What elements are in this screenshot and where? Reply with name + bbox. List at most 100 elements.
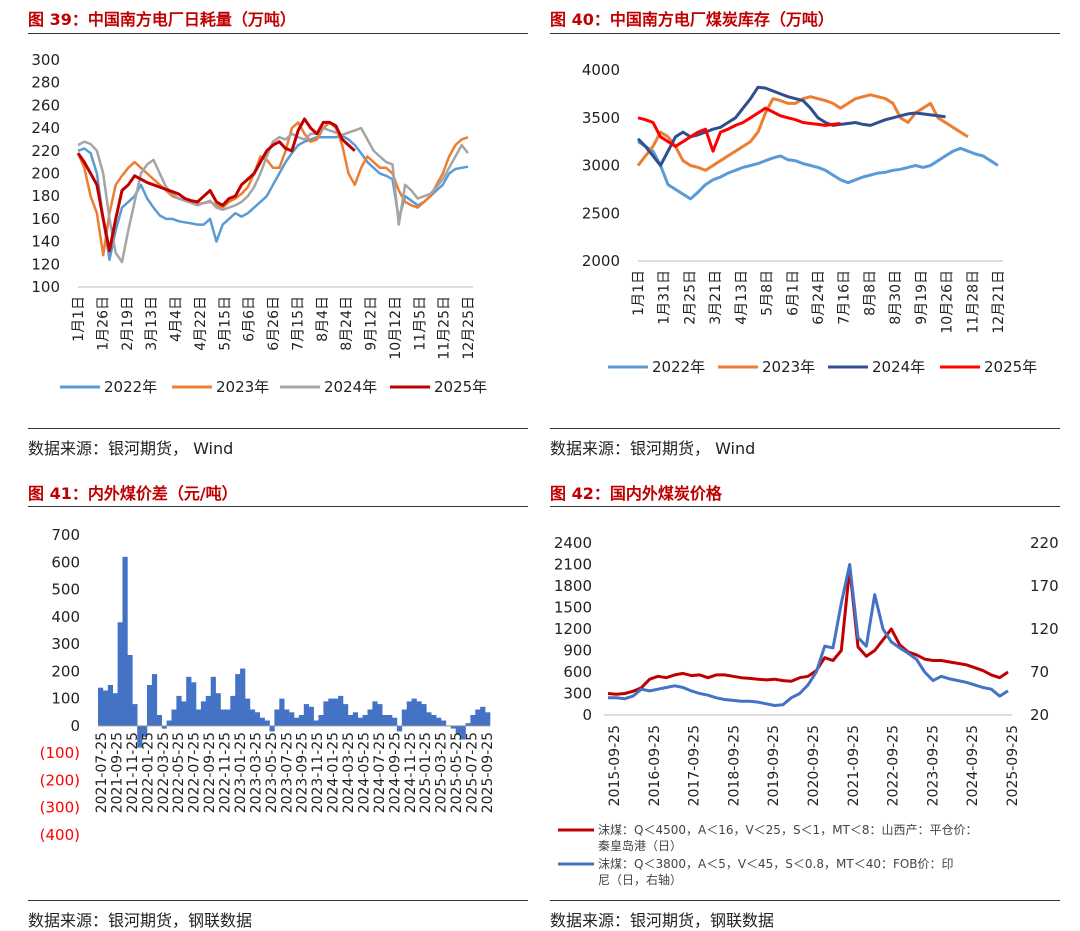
bar bbox=[416, 701, 422, 726]
x-tick-label: 7月15日 bbox=[290, 296, 306, 351]
x-tick-label: 12月21日 bbox=[991, 270, 1007, 334]
bar bbox=[112, 693, 118, 726]
y-tick-label: 4000 bbox=[582, 61, 620, 79]
x-tick-label: 5月8日 bbox=[760, 270, 776, 316]
bar bbox=[450, 725, 456, 729]
legend-label: 2023年 bbox=[216, 378, 269, 396]
bar bbox=[137, 725, 143, 748]
bar bbox=[196, 709, 202, 726]
bar bbox=[176, 695, 182, 726]
bar bbox=[441, 720, 447, 726]
bar bbox=[107, 685, 113, 726]
series-line bbox=[636, 93, 969, 172]
bar bbox=[352, 712, 358, 726]
bar bbox=[279, 698, 285, 726]
x-tick-label: 8月30日 bbox=[888, 270, 904, 325]
bar bbox=[235, 674, 241, 726]
y-tick-label: 2000 bbox=[582, 252, 620, 270]
bar bbox=[132, 704, 138, 726]
x-tick-label: 2月19日 bbox=[120, 296, 136, 351]
chart-title: 图 40：中国南方电厂煤炭库存（万吨） bbox=[550, 10, 834, 29]
x-tick-label: 2022-03-25 bbox=[156, 732, 172, 813]
bar bbox=[436, 717, 442, 726]
legend-label-line: 尼（日，右轴） bbox=[598, 872, 682, 887]
bar bbox=[313, 720, 319, 726]
divider bbox=[550, 900, 1060, 901]
x-tick-label: 2025-09-25 bbox=[480, 732, 496, 813]
legend-label: 沫煤：Q＜3800，A＜5，V＜45，S＜0.8，MT＜40：FOB价：印尼（日… bbox=[598, 857, 954, 887]
source-note: 数据来源：银河期货， Wind bbox=[28, 439, 234, 458]
bar bbox=[367, 709, 373, 726]
legend-label: 2022年 bbox=[652, 358, 705, 376]
bar bbox=[406, 701, 412, 726]
chart-daily-consumption: 300 280 260 240 220 200 180 160 140 120 100 1月1日 1月2… bbox=[31, 51, 487, 396]
bar bbox=[298, 715, 305, 726]
x-tick-label: 1月31日 bbox=[657, 270, 673, 325]
x-tick-label: 2023-05-25 bbox=[264, 732, 280, 813]
x-tick-label: 10月26日 bbox=[940, 270, 956, 334]
divider bbox=[550, 428, 1060, 429]
y-tick-label: 900 bbox=[563, 642, 592, 660]
x-tick-label: 9月12日 bbox=[364, 296, 380, 351]
bar bbox=[205, 695, 211, 726]
x-tick-label: 3月13日 bbox=[144, 296, 160, 351]
chart-coal-prices: 2400 2100 1800 1500 1200 900 600 300 0 220 170 120 7… bbox=[554, 534, 1059, 887]
x-tick-label: 11月5日 bbox=[412, 296, 428, 351]
x-tick-label: 2022-01-25 bbox=[140, 732, 156, 813]
legend-label: 2024年 bbox=[872, 358, 925, 376]
x-tick-label: 2021-09-25 bbox=[109, 732, 125, 813]
y-tick-label: 200 bbox=[51, 662, 80, 680]
x-tick-label: 2024-05-25 bbox=[356, 732, 372, 813]
bar bbox=[328, 698, 334, 726]
legend-label-line: 沫煤：Q＜4500，A＜16，V＜25，S＜1，MT＜8：山西产：平仓价： bbox=[598, 823, 978, 837]
divider bbox=[550, 33, 1060, 34]
x-tick-label: 8月4日 bbox=[315, 296, 331, 342]
divider bbox=[28, 506, 528, 507]
chart-title: 图 41：内外煤价差（元/吨） bbox=[28, 484, 238, 503]
bar bbox=[485, 712, 491, 726]
y-tick-label: 140 bbox=[31, 233, 60, 251]
x-tick-label: 2025-05-25 bbox=[449, 732, 465, 813]
x-tick-label: 10月12日 bbox=[388, 296, 404, 360]
x-tick-label: 6月1日 bbox=[785, 270, 801, 316]
bar bbox=[431, 715, 437, 726]
bar bbox=[245, 698, 251, 726]
bar bbox=[470, 715, 476, 726]
chart-title: 图 42：国内外煤炭价格 bbox=[550, 484, 722, 503]
y-tick-label: 3000 bbox=[582, 157, 620, 175]
legend-label: 沫煤：Q＜4500，A＜16，V＜25，S＜1，MT＜8：山西产：平仓价：秦皇岛… bbox=[598, 823, 978, 853]
x-tick-label: 5月15日 bbox=[217, 296, 233, 351]
x-tick-label: 2021-09-25 bbox=[846, 725, 862, 806]
bar bbox=[142, 725, 148, 737]
bar bbox=[421, 704, 427, 726]
bar bbox=[392, 717, 398, 726]
y-tick-label: 500 bbox=[51, 581, 80, 599]
bar bbox=[289, 712, 295, 726]
x-tick-label: 11月28日 bbox=[965, 270, 981, 334]
x-tick-label: 2024-09-25 bbox=[965, 725, 981, 806]
y-tick-label: 260 bbox=[31, 96, 60, 114]
bar bbox=[127, 655, 133, 726]
y-tick-label: 300 bbox=[563, 685, 592, 703]
x-tick-label: 4月4日 bbox=[169, 296, 185, 342]
chart-title: 图 39：中国南方电厂日耗量（万吨） bbox=[28, 10, 296, 29]
y-tick-label: 400 bbox=[51, 608, 80, 626]
y-tick-label: 220 bbox=[31, 142, 60, 160]
bar bbox=[333, 698, 339, 726]
y-tick-label: 1800 bbox=[554, 577, 592, 595]
series-line bbox=[76, 117, 356, 253]
x-tick-label: 2024-03-25 bbox=[341, 732, 357, 813]
bar bbox=[210, 676, 216, 726]
bar bbox=[426, 712, 432, 726]
y2-tick-label: 170 bbox=[1030, 577, 1059, 595]
bar bbox=[171, 709, 177, 726]
y-tick-label: 600 bbox=[563, 663, 592, 681]
bar bbox=[147, 685, 153, 726]
bar bbox=[151, 674, 158, 726]
bar bbox=[357, 717, 363, 726]
bar bbox=[475, 709, 481, 726]
bar bbox=[284, 709, 290, 726]
x-tick-label: 2月25日 bbox=[682, 270, 698, 325]
y-tick-label: 100 bbox=[31, 278, 60, 296]
bar bbox=[382, 715, 388, 726]
